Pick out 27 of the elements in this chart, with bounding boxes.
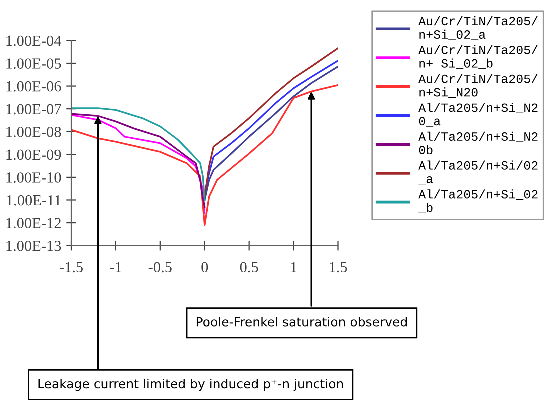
y-tick-label: 1.00E-08	[6, 127, 62, 138]
y-tick-label: 1.00E-07	[6, 104, 62, 115]
x-tick-label: -1	[110, 262, 122, 272]
y-tick-label: 1.00E-04	[6, 36, 62, 46]
y-tick-label: 1.00E-09	[6, 150, 62, 160]
legend-label: Al/Ta205/n+Si_02_b	[418, 190, 538, 214]
x-tick-label: 0.5	[240, 262, 258, 273]
x-tick-label: 1.5	[330, 262, 348, 273]
x-tick-label: 0	[202, 262, 208, 273]
legend-label: Al/Ta205/n+Si_N20b	[418, 132, 538, 155]
legend-label: Au/Cr/TiN/Ta205/n+Si_N20	[418, 74, 538, 98]
y-tick-label: 1.00E-10	[6, 172, 62, 183]
legend-label: Al/Ta205/n+Si_N20_a	[418, 102, 538, 127]
x-tick-label: -0.5	[148, 262, 172, 273]
y-tick-label: 1.00E-11	[7, 195, 61, 206]
y-tick-label: 1.00E-06	[6, 81, 62, 92]
y-tick-label: 1.00E-13	[6, 240, 62, 252]
line-series	[72, 84, 338, 226]
legend-label: Al/Ta205/n+Si/02_a	[418, 160, 538, 185]
y-tick-label: 1.00E-12	[6, 218, 61, 229]
x-tick-label: -1.5	[60, 262, 83, 273]
legend-label: Au/Cr/TiN/Ta205/n+Si_02_a	[418, 16, 538, 40]
x-tick-label: 1	[291, 262, 297, 272]
annotation: Leakage current limited by induced p⁺-n junction	[38, 378, 344, 392]
legend-label: Au/Cr/TiN/Ta205/n+ Si_02_b	[418, 45, 538, 70]
y-tick-label: 1.00E-05	[6, 58, 62, 70]
annotation: Poole-Frenkel saturation observed	[196, 317, 408, 327]
